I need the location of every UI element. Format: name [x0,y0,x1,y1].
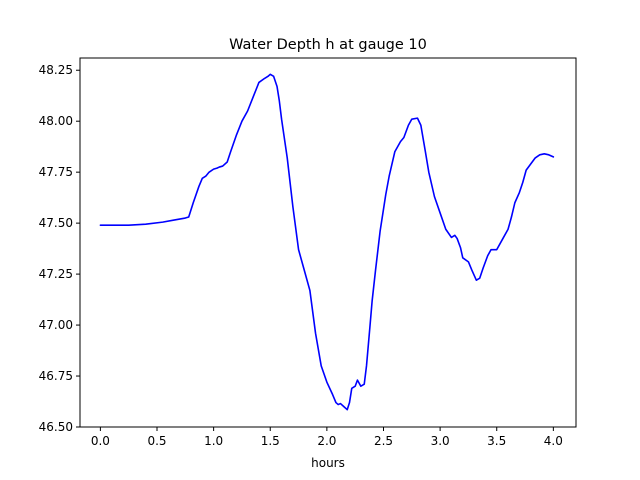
y-tick-label: 47.50 [39,216,73,230]
chart-title: Water Depth h at gauge 10 [229,37,427,53]
x-tick-label: 0.0 [91,434,110,448]
y-tick-label: 48.00 [39,114,73,128]
x-tick-label: 1.0 [204,434,223,448]
x-tick-label: 2.0 [317,434,336,448]
y-tick-label: 48.25 [39,63,73,77]
x-tick-label: 4.0 [544,434,563,448]
y-tick-label: 47.00 [39,318,73,332]
x-tick-label: 3.0 [431,434,450,448]
axes-frame [79,57,577,428]
y-tick-label: 47.75 [39,165,73,179]
y-tick-label: 46.75 [39,369,73,383]
x-tick-label: 2.5 [374,434,393,448]
series-line [99,73,555,411]
x-axis-label: hours [311,456,345,470]
y-tick-label: 47.25 [39,267,73,281]
y-axis-ticks: 46.50 46.75 47.00 47.25 47.50 47.75 48.00 48.25 [39,63,80,434]
plot-area [99,73,555,411]
y-tick-label: 46.50 [39,420,73,434]
x-tick-label: 1.5 [261,434,280,448]
x-tick-label: 3.5 [487,434,506,448]
x-tick-label: 0.5 [147,434,166,448]
x-axis-ticks: 0.0 0.5 1.0 1.5 2.0 2.5 3.0 3.5 4.0 [91,427,563,448]
